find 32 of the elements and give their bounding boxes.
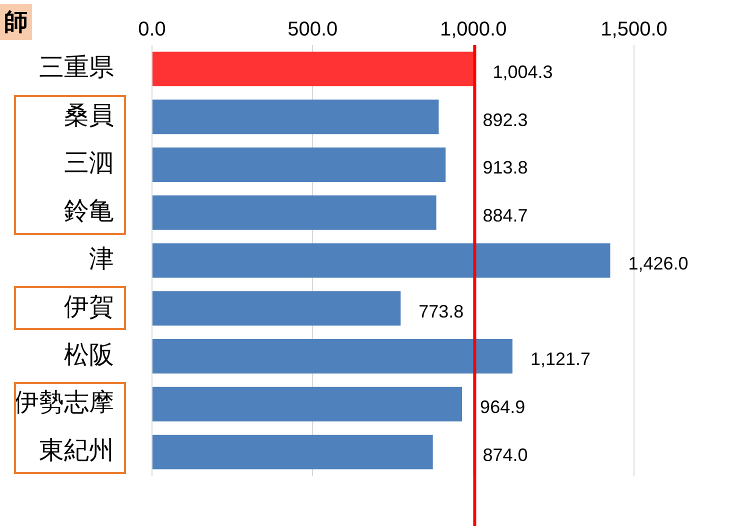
y-tick-label: 伊勢志摩 xyxy=(14,388,114,417)
bar xyxy=(152,243,610,278)
bar xyxy=(152,147,446,182)
bar xyxy=(152,195,436,230)
y-tick-label: 津 xyxy=(89,244,114,273)
bar xyxy=(152,291,401,326)
data-label: 773.8 xyxy=(418,301,464,322)
y-tick-label: 三泗 xyxy=(64,148,114,178)
y-tick-label: 桑員 xyxy=(64,100,114,130)
data-label: 913.8 xyxy=(482,158,528,178)
x-tick-label: 1,000.0 xyxy=(440,18,507,41)
data-label: 884.7 xyxy=(482,206,528,226)
bar xyxy=(152,434,433,470)
data-label: 1,121.7 xyxy=(530,349,590,370)
x-tick-label: 0.0 xyxy=(138,18,166,41)
data-label: 874.0 xyxy=(482,445,528,466)
data-label: 1,004.3 xyxy=(492,62,553,82)
y-tick-label: 三重県 xyxy=(39,52,114,82)
y-tick-label: 松阪 xyxy=(64,340,114,369)
bar xyxy=(152,386,462,422)
data-label: 964.9 xyxy=(480,397,526,418)
data-label: 1,426.0 xyxy=(628,253,688,274)
bar xyxy=(152,339,512,374)
x-tick-label: 1,500.0 xyxy=(600,18,668,41)
bar xyxy=(152,52,475,86)
y-tick-label: 鈴亀 xyxy=(64,196,114,226)
y-tick-label: 伊賀 xyxy=(64,292,114,321)
text: 師 xyxy=(0,4,32,40)
data-label: 892.3 xyxy=(482,110,528,130)
y-tick-label: 東紀州 xyxy=(39,436,114,465)
x-tick-label: 500.0 xyxy=(288,18,338,41)
bar xyxy=(152,100,439,134)
